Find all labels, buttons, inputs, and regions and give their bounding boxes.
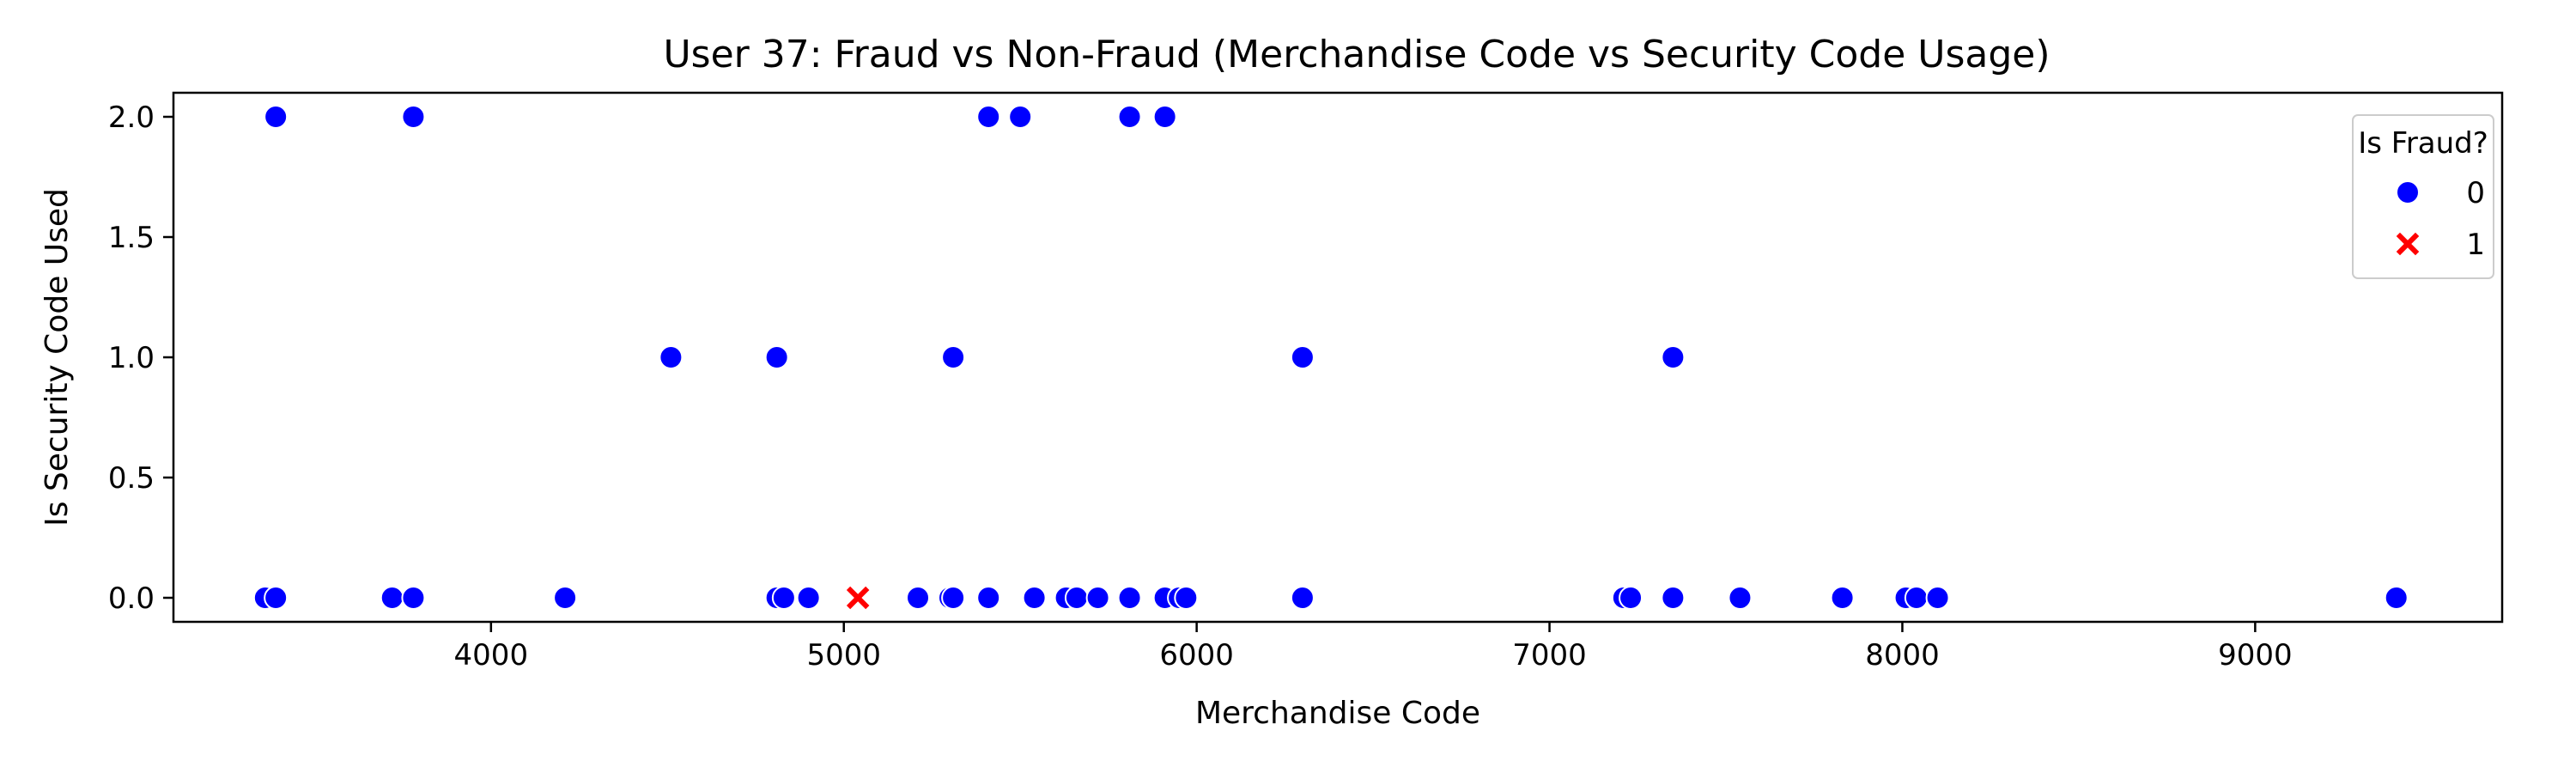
data-point-non-fraud: [1174, 586, 1199, 610]
legend-marker-1: [2396, 232, 2420, 256]
x-tick-label: 6000: [1159, 638, 1234, 673]
data-point-non-fraud: [1117, 586, 1142, 610]
x-tick-label: 5000: [806, 638, 881, 673]
x-axis-title: Merchandise Code: [1195, 696, 1480, 731]
data-point-non-fraud: [1728, 586, 1753, 610]
data-point-non-fraud: [1661, 586, 1686, 610]
data-point-non-fraud: [764, 345, 789, 369]
data-point-non-fraud: [264, 105, 289, 129]
x-axis: 4000 5000 6000 7000 8000 9000: [454, 622, 2293, 673]
data-point-non-fraud: [941, 586, 966, 610]
data-point-non-fraud: [1661, 345, 1686, 369]
y-tick-label: 0.5: [108, 461, 155, 496]
y-tick-label: 1.5: [108, 221, 155, 255]
x-tick-label: 9000: [2218, 638, 2293, 673]
data-point-non-fraud: [2384, 586, 2409, 610]
data-point-non-fraud: [796, 586, 821, 610]
data-point-non-fraud: [976, 586, 1001, 610]
data-point-non-fraud: [380, 586, 404, 610]
data-point-non-fraud: [553, 586, 578, 610]
legend-box: [2352, 114, 2494, 279]
data-point-non-fraud: [1290, 586, 1315, 610]
data-points: [252, 105, 2409, 610]
data-point-non-fraud: [1619, 586, 1643, 610]
data-point-non-fraud: [1830, 586, 1855, 610]
data-point-non-fraud: [906, 586, 931, 610]
data-point-non-fraud: [1904, 586, 1929, 610]
x-tick-label: 7000: [1512, 638, 1587, 673]
data-point-non-fraud: [976, 105, 1001, 129]
data-point-non-fraud: [1117, 105, 1142, 129]
legend-marker-0: [2396, 180, 2420, 204]
legend-label: 0: [2466, 176, 2485, 210]
data-point-non-fraud: [1290, 345, 1315, 369]
x-tick-label: 4000: [454, 638, 529, 673]
data-point-non-fraud: [264, 586, 289, 610]
data-point-non-fraud: [1064, 586, 1089, 610]
legend-label: 1: [2466, 228, 2485, 262]
y-axis: 0.0 0.5 1.0 1.5 2.0: [108, 100, 173, 616]
data-point-non-fraud: [1022, 586, 1047, 610]
data-point-non-fraud: [1008, 105, 1033, 129]
plot-frame: [172, 91, 2504, 624]
data-point-non-fraud: [659, 345, 683, 369]
y-axis-title: Is Security Code Used: [39, 188, 75, 526]
data-point-non-fraud: [1152, 105, 1177, 129]
legend: Is Fraud? 0 1: [2352, 114, 2494, 279]
data-point-non-fraud: [771, 586, 796, 610]
data-point-non-fraud: [401, 586, 426, 610]
legend-title: Is Fraud?: [2358, 126, 2488, 161]
y-tick-label: 2.0: [108, 100, 155, 135]
data-point-non-fraud: [1085, 586, 1110, 610]
data-point-non-fraud: [1925, 586, 1950, 610]
data-point-fraud: [846, 586, 870, 610]
y-tick-label: 1.0: [108, 341, 155, 375]
data-point-non-fraud: [401, 105, 426, 129]
x-tick-label: 8000: [1865, 638, 1940, 673]
y-tick-label: 0.0: [108, 581, 155, 616]
data-point-non-fraud: [941, 345, 966, 369]
chart-title: User 37: Fraud vs Non-Fraud (Merchandise…: [663, 33, 2050, 76]
